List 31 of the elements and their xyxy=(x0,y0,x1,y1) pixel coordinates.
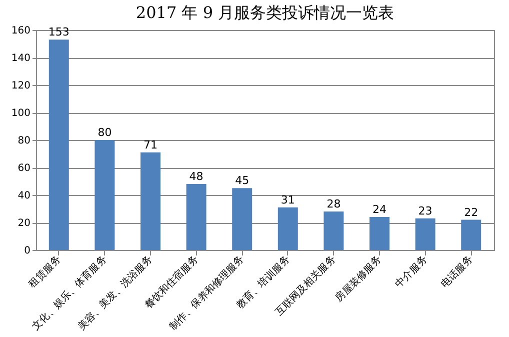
data-label: 22 xyxy=(464,206,478,219)
y-tick-label: 100 xyxy=(11,108,30,119)
x-tick-label: 电话服务 xyxy=(438,253,476,290)
data-label: 153 xyxy=(48,26,70,39)
y-tick-label: 160 xyxy=(11,26,30,36)
data-label: 80 xyxy=(98,126,112,139)
y-tick-label: 80 xyxy=(18,136,30,146)
bar xyxy=(370,217,390,250)
bar xyxy=(186,184,206,250)
bar xyxy=(94,140,115,250)
data-label: 23 xyxy=(418,204,432,218)
data-label: 45 xyxy=(235,174,250,188)
data-label: 28 xyxy=(326,198,341,210)
bar xyxy=(48,40,69,250)
y-tick-label: 60 xyxy=(18,163,30,174)
y-tick-label: 20 xyxy=(18,218,30,229)
chart-title: 2017 年 9 月服务类投诉情况一览表 xyxy=(136,3,394,22)
data-label: 31 xyxy=(280,193,295,206)
data-label: 24 xyxy=(372,203,386,216)
y-tick-label: 140 xyxy=(11,53,30,64)
x-tick-label: 中介服务 xyxy=(392,253,430,290)
bar xyxy=(278,207,298,250)
bar xyxy=(461,220,482,250)
data-label: 71 xyxy=(144,138,158,152)
bar xyxy=(232,188,252,250)
bar xyxy=(140,152,160,250)
y-tick-label: 120 xyxy=(11,80,30,92)
y-tick-label: 40 xyxy=(18,190,30,202)
bar xyxy=(415,218,436,250)
bar xyxy=(324,212,344,250)
data-label: 48 xyxy=(189,170,204,183)
